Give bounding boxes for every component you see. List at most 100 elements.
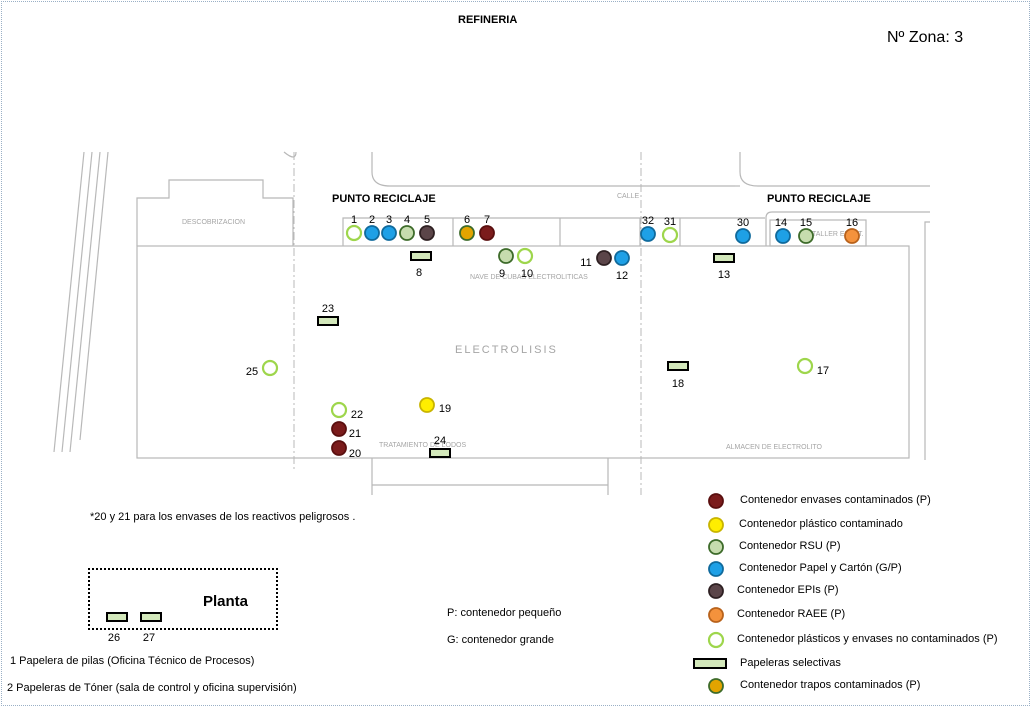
marker-label-32: 32 [642,215,654,227]
bin-marker-24 [429,448,451,458]
rail-line [79,151,109,441]
bin-marker-23 [317,316,339,326]
marker-label-27: 27 [143,632,155,644]
label-electrolisis: ELECTROLISIS [455,344,558,356]
container-marker-16 [844,228,860,244]
note-pequeno: P: contenedor pequeño [447,607,562,619]
marker-label-4: 4 [404,214,410,226]
container-marker-31 [661,226,679,244]
legend-label-raee: Contenedor RAEE (P) [737,608,846,620]
street-edge [739,152,930,187]
legend-label-epi: Contenedor EPIs (P) [737,584,839,596]
marker-label-20: 20 [349,448,361,460]
rail-line [69,151,101,453]
container-marker-15 [798,228,814,244]
container-marker-10 [516,247,534,265]
marker-label-26: 26 [108,632,120,644]
note-grande: G: contenedor grande [447,634,555,646]
container-marker-21 [331,421,347,437]
label-nave: NAVE DE CUBAS ELECTROLITICAS [470,274,588,281]
note-toner: 2 Papeleras de Tóner (sala de control y … [7,682,297,694]
marker-label-25: 25 [246,366,258,378]
legend-symbol-epi [708,583,724,599]
legend-label-rsu: Contenedor RSU (P) [739,540,841,552]
punto-reciclaje-right: PUNTO RECICLAJE [767,193,871,205]
container-marker-22 [330,401,348,419]
legend-symbol-bin [693,658,727,669]
marker-label-7: 7 [484,214,490,226]
legend-symbol-raee [708,607,724,623]
marker-label-6: 6 [464,214,470,226]
marker-label-1: 1 [351,214,357,226]
marker-label-17: 17 [817,365,829,377]
container-marker-5 [419,225,435,241]
bin-marker-18 [667,361,689,371]
marker-label-2: 2 [369,214,375,226]
legend-label-plastic_clean: Contenedor plásticos y envases no contam… [737,633,998,645]
marker-label-21: 21 [349,428,361,440]
label-descobrizacion: DESCOBRIZACION [182,219,245,226]
marker-label-9: 9 [499,268,505,280]
legend-label-hazard: Contenedor envases contaminados (P) [740,494,931,506]
right-building [924,221,930,460]
marker-label-15: 15 [800,217,812,229]
marker-label-10: 10 [521,268,533,280]
planta-label: Planta [203,593,249,610]
container-marker-32 [640,226,656,242]
note-pilas: 1 Papelera de pilas (Oficina Técnico de … [10,655,255,667]
legend-label-bin: Papeleras selectivas [740,657,841,669]
zone-number: Nº Zona: 3 [887,29,964,46]
marker-label-30: 30 [737,217,749,229]
legend-symbol-hazard [708,493,724,509]
marker-label-16: 16 [846,217,858,229]
marker-label-22: 22 [351,409,363,421]
street-edge [371,152,735,187]
legend-label-plastic_contam: Contenedor plástico contaminado [739,518,903,530]
container-marker-17 [796,357,814,375]
container-marker-25 [261,359,279,377]
container-marker-20 [331,440,347,456]
label-tratamiento: TRATAMIENTO DE LODOS [379,442,466,449]
marker-label-13: 13 [718,269,730,281]
note-reactivos: *20 y 21 para los envases de los reactiv… [90,511,356,523]
container-marker-11 [596,250,612,266]
legend-symbol-plastic_contam [708,517,724,533]
bin-marker-27 [140,612,162,622]
container-marker-12 [614,250,630,266]
rail-line [61,151,93,453]
marker-label-31: 31 [664,216,676,228]
marker-label-18: 18 [672,378,684,390]
legend-symbol-plastic_clean [707,631,725,649]
legend-symbol-rags [708,678,724,694]
bin-marker-8 [410,251,432,261]
container-marker-1 [345,224,363,242]
container-marker-9 [498,248,514,264]
legend-label-rags: Contenedor trapos contaminados (P) [740,679,921,691]
marker-label-14: 14 [775,217,787,229]
container-marker-6 [459,225,475,241]
street-edge [283,151,297,158]
marker-label-23: 23 [322,303,334,315]
legend-symbol-paper [708,561,724,577]
container-marker-14 [775,228,791,244]
legend-symbol-rsu [708,539,724,555]
container-marker-19 [419,397,435,413]
marker-label-19: 19 [439,403,451,415]
marker-label-24: 24 [434,435,446,447]
taller-room [769,219,867,247]
marker-label-5: 5 [424,214,430,226]
rail-line [53,151,85,453]
bin-marker-26 [106,612,128,622]
container-marker-3 [381,225,397,241]
main-building [136,245,910,459]
annex-wall [342,217,680,246]
marker-label-11: 11 [580,257,591,269]
bin-marker-13 [713,253,735,263]
label-calle: CALLE [617,193,640,200]
map-title: REFINERIA [458,14,518,26]
descobrizacion-building [136,179,294,246]
container-marker-7 [479,225,495,241]
